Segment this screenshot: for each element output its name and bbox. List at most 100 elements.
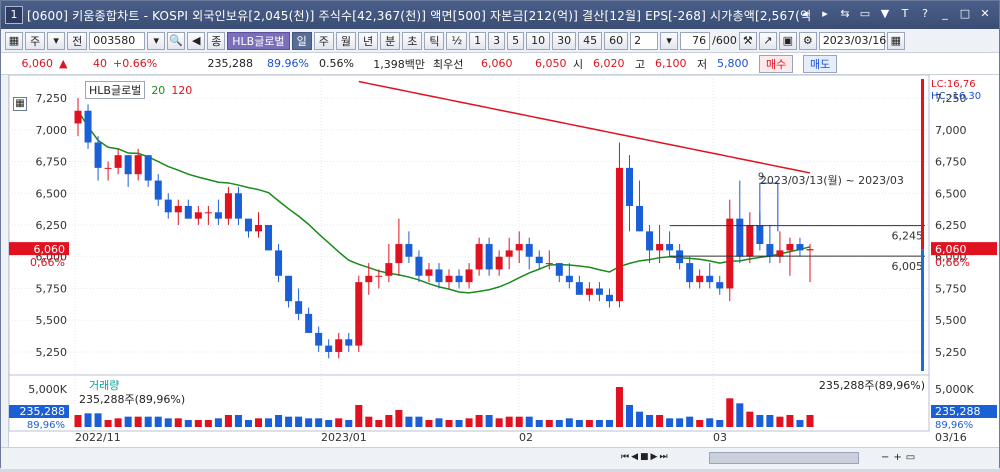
half-button[interactable]: ½ <box>446 31 468 50</box>
period-day[interactable]: 일 <box>291 31 312 50</box>
link-icon[interactable]: ⇆ <box>840 7 850 20</box>
minute-preset-10[interactable]: 10 <box>526 31 551 50</box>
candle-body <box>114 155 122 168</box>
volume-bar <box>345 420 353 427</box>
minute-preset-3[interactable]: 3 <box>488 31 506 50</box>
save-icon[interactable]: ▣ <box>778 31 797 50</box>
font-icon[interactable]: T <box>901 7 909 20</box>
stock-code-input[interactable]: 003580 <box>89 31 146 50</box>
candle-body <box>495 256 503 270</box>
x-tick-label: 2023/01 <box>321 431 367 444</box>
volume-bar <box>786 415 794 427</box>
x-tick-label: 02 <box>519 431 533 444</box>
candle-body <box>355 282 363 346</box>
grid-icon[interactable]: ▦ <box>5 31 23 50</box>
title-bar[interactable]: 1 [0600] 키움종합차트 - KOSPI 외국인보유[2,045(천)] … <box>1 1 999 29</box>
line-icon[interactable]: ↗ <box>758 31 777 50</box>
scroll-thumb[interactable] <box>709 452 859 464</box>
restore-icon[interactable]: ▭ <box>859 7 871 20</box>
volume-bar <box>585 420 593 427</box>
candle-body <box>515 244 523 251</box>
stock-name-button[interactable]: HLB글로벌 <box>227 31 290 50</box>
volume-bar <box>455 420 463 427</box>
market-select[interactable]: 주 <box>25 31 46 50</box>
period-year[interactable]: 년 <box>357 31 379 50</box>
candle-body <box>776 250 784 257</box>
settings-icon[interactable]: ⚙ <box>798 31 817 50</box>
period-week[interactable]: 주 <box>313 31 334 50</box>
minute-preset-60[interactable]: 60 <box>604 31 629 50</box>
volume-ratio: 89.96% <box>267 57 309 70</box>
calendar-icon[interactable]: ▦ <box>886 31 905 50</box>
zoom-in-icon[interactable]: + <box>893 452 902 463</box>
close-icon[interactable]: ✕ <box>980 7 990 20</box>
help-icon[interactable]: ? <box>922 7 928 20</box>
period-tick[interactable]: 틱 <box>424 31 445 50</box>
minute-preset-30[interactable]: 30 <box>552 31 577 50</box>
arrow-right-icon[interactable]: ▸ <box>822 7 828 20</box>
best-label: 최우선 <box>433 57 464 71</box>
bookmark-icon[interactable]: ▼ <box>880 7 890 20</box>
stock-type-icon[interactable]: 종 <box>207 31 226 50</box>
minute-preset-45[interactable]: 45 <box>578 31 603 50</box>
legend-title: HLB글로벌 <box>85 81 146 99</box>
market-dropdown-icon[interactable]: ▾ <box>47 31 66 50</box>
jeon-button[interactable]: 전 <box>67 31 88 50</box>
count-select[interactable]: 2 <box>630 31 659 50</box>
buy-button[interactable]: 매수 <box>759 55 794 73</box>
minute-preset-1[interactable]: 1 <box>469 31 487 50</box>
ma120-path <box>358 80 811 174</box>
candle-body <box>425 269 433 276</box>
y-tick-label-right: 5,500 <box>935 314 967 327</box>
y-tick-label-left: 5,250 <box>36 346 68 359</box>
table-icon[interactable]: ▦ <box>13 97 27 111</box>
chart-panel[interactable]: 6,245 6,005 9 2023/03/13(월) ~ 2023/03 7,250… <box>1 74 999 469</box>
candle-body <box>265 225 273 251</box>
scroll-next-icon[interactable]: ▶ <box>650 452 658 462</box>
volume-bar <box>265 418 273 427</box>
period-second[interactable]: 초 <box>402 31 423 50</box>
volume-bar <box>385 415 393 427</box>
period-month[interactable]: 월 <box>335 31 356 50</box>
volume-bar <box>595 420 603 427</box>
zoom-out-icon[interactable]: − <box>881 452 890 463</box>
zoom-reset-icon[interactable]: ▭ <box>905 452 916 463</box>
left-handle[interactable] <box>1 75 9 469</box>
volume-bar <box>505 416 513 427</box>
ma120-line <box>358 80 811 174</box>
code-dropdown-icon[interactable]: ▾ <box>147 31 166 50</box>
volume-bar <box>555 420 563 427</box>
minimize-icon[interactable]: _ <box>942 7 948 20</box>
amount: 1,398백만 <box>373 57 425 71</box>
count-dropdown-icon[interactable]: ▾ <box>660 31 679 50</box>
y-tick-label-left: 7,000 <box>36 124 68 137</box>
candle-body <box>676 250 684 264</box>
arrow-left-icon[interactable]: ◂ <box>802 7 808 20</box>
volume-bar <box>154 416 162 427</box>
grid <box>9 97 929 353</box>
scroll-stop-icon[interactable]: ■ <box>640 452 649 462</box>
tool-icon[interactable]: ⚒ <box>738 31 757 50</box>
candle-body <box>696 275 704 283</box>
volume: 235,288 <box>207 57 254 70</box>
candle-body <box>305 313 313 333</box>
maximize-icon[interactable]: □ <box>959 7 971 20</box>
volume-bar <box>485 415 493 427</box>
period-minute[interactable]: 분 <box>380 31 401 50</box>
scrollbar[interactable]: ⏮ ◀ ■ ▶ ⏭ − + ▭ <box>1 447 999 469</box>
candle-body <box>244 218 252 232</box>
date-input[interactable]: 2023/03/16 <box>818 31 886 50</box>
minute-preset-5[interactable]: 5 <box>507 31 525 50</box>
volume-bar <box>515 416 523 427</box>
scroll-first-icon[interactable]: ⏮ <box>621 452 630 462</box>
candle-body <box>615 167 623 302</box>
volume-current-right: 235,288 <box>935 405 981 418</box>
speaker-icon[interactable]: ◀ <box>187 31 206 50</box>
scroll-prev-icon[interactable]: ◀ <box>631 452 639 462</box>
sell-button[interactable]: 매도 <box>803 55 838 73</box>
scroll-last-icon[interactable]: ⏭ <box>659 452 668 462</box>
candle-body <box>545 263 553 265</box>
display-count-input[interactable]: 76 <box>680 31 711 50</box>
search-icon[interactable]: 🔍 <box>167 31 186 50</box>
